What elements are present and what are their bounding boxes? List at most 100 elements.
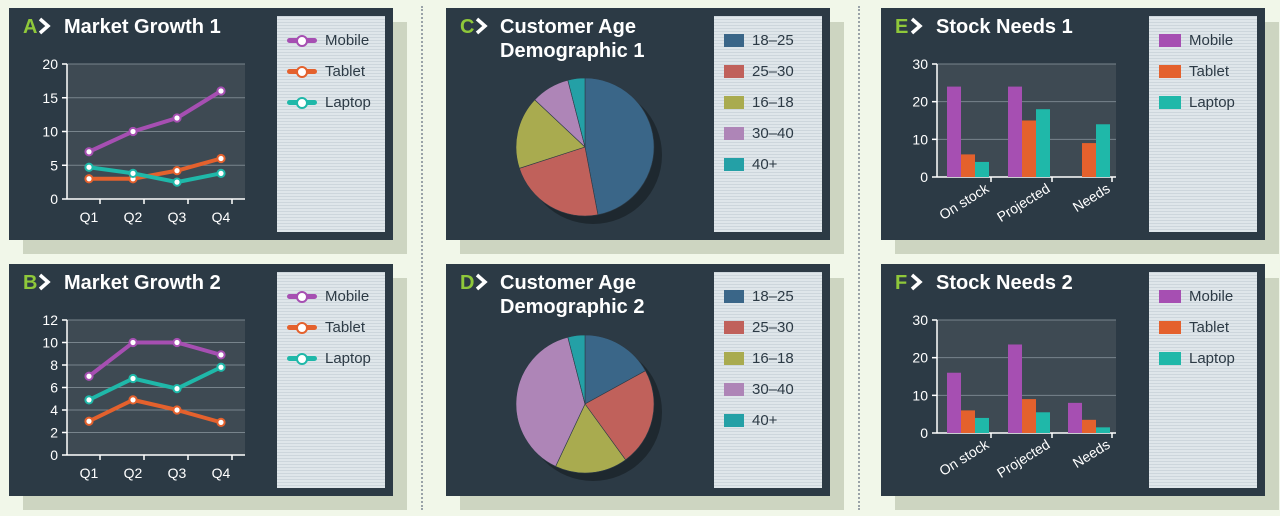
pie-slice-1 — [584, 334, 646, 405]
chevron-right-icon — [475, 273, 488, 291]
pie-slice-5 — [567, 334, 586, 405]
y-tick-label: 30 — [912, 312, 928, 328]
x-tick-label: Q3 — [168, 209, 187, 225]
data-point-laptop — [128, 373, 138, 384]
panel-letter: B — [23, 272, 37, 294]
legend-label: Laptop — [325, 349, 371, 367]
chart-svg: E Stock Needs 1 0 10 20 30 On stock Projected Ne… — [895, 16, 1116, 225]
legend-item: Laptop — [1159, 348, 1235, 368]
series-line-laptop — [88, 165, 222, 185]
legend-swatch — [724, 289, 744, 303]
legend-item: 40+ — [724, 410, 777, 430]
bar-laptop — [1036, 109, 1050, 177]
panel-letter: C — [460, 16, 474, 38]
x-tick-label: On stock — [936, 179, 992, 222]
panel-letter: F — [895, 272, 907, 294]
y-tick-label: 8 — [50, 357, 58, 373]
legend-swatch — [1159, 351, 1181, 365]
legend: Mobile Tablet Laptop — [1149, 16, 1257, 232]
y-tick-label: 10 — [912, 387, 928, 403]
legend-label: Laptop — [1189, 349, 1235, 367]
data-point-mobile — [216, 86, 226, 96]
x-tick-label: Q3 — [168, 465, 187, 481]
legend-label: 30–40 — [752, 380, 794, 398]
legend-item: Laptop — [287, 92, 371, 112]
x-tick-label: Q2 — [124, 209, 143, 225]
data-point-tablet — [216, 417, 226, 427]
legend-label: 30–40 — [752, 124, 794, 142]
legend-item: Mobile — [1159, 286, 1233, 306]
legend-swatch — [1159, 64, 1181, 78]
legend-label: Tablet — [1189, 318, 1230, 336]
bar-mobile — [1068, 402, 1082, 433]
y-tick-label: 10 — [42, 335, 58, 351]
x-tick-label: Needs — [1070, 436, 1113, 471]
series-line-mobile — [87, 340, 222, 378]
data-point-laptop — [84, 162, 94, 172]
chart-panel-f: F Stock Needs 2 0 10 20 30 On stock Projected Ne… — [881, 264, 1279, 510]
x-tick-label: Q4 — [212, 209, 231, 225]
data-point-mobile — [128, 126, 138, 137]
bar-tablet — [1082, 143, 1096, 177]
x-tick-label: Q1 — [80, 209, 99, 225]
chart-panel-d: D Customer Age Demographic 2 18–25 25–30 16–1… — [446, 264, 844, 510]
divider-right — [858, 6, 860, 510]
legend-item: 25–30 — [724, 61, 794, 81]
panel-letter: D — [460, 272, 474, 294]
x-tick-label: On stock — [936, 435, 992, 478]
bar-tablet — [1022, 399, 1036, 433]
legend-label: Tablet — [325, 62, 366, 80]
pie-slice-4 — [515, 336, 586, 467]
legend-item: 16–18 — [724, 92, 794, 112]
chart-panel-e: E Stock Needs 1 0 10 20 30 On stock Projected Ne… — [881, 8, 1279, 254]
y-tick-label: 2 — [50, 425, 58, 441]
chart-panel-b: B Market Growth 2 0 2 4 6 8 10 12 Q1 Q2 Q3 Q4 Mobile T… — [9, 264, 407, 510]
legend-item: 18–25 — [724, 30, 794, 50]
panel-title: Market Growth 1 — [64, 16, 221, 38]
bar-laptop — [975, 417, 989, 433]
legend-swatch — [1159, 95, 1181, 109]
bar-tablet — [961, 154, 975, 177]
legend-item: Mobile — [1159, 30, 1233, 50]
legend-swatch — [724, 351, 744, 365]
legend-label: Tablet — [1189, 62, 1230, 80]
x-tick-label: Q4 — [212, 465, 231, 481]
legend-item: 40+ — [724, 154, 777, 174]
data-point-laptop — [216, 362, 226, 372]
series-line-mobile — [88, 89, 223, 154]
y-tick-label: 30 — [912, 56, 928, 72]
legend-label: Mobile — [325, 287, 370, 305]
data-point-mobile — [128, 337, 138, 348]
bar-mobile — [947, 372, 961, 433]
chevron-right-icon — [910, 17, 923, 35]
pie-slice-2 — [518, 146, 599, 217]
y-tick-label: 12 — [42, 312, 58, 328]
legend-item: Mobile — [287, 30, 369, 50]
legend-label: 25–30 — [752, 62, 794, 80]
bar-tablet — [1022, 120, 1036, 177]
series-line-tablet — [89, 156, 222, 181]
panel-letter: E — [895, 16, 908, 38]
y-tick-label: 0 — [920, 169, 928, 185]
legend-label: 40+ — [752, 155, 778, 173]
x-tick-label: Projected — [994, 180, 1053, 225]
legend-item: Tablet — [287, 317, 365, 337]
data-point-tablet — [172, 405, 182, 415]
bar-laptop — [1036, 412, 1050, 433]
pie-slice-1 — [584, 77, 655, 216]
data-point-laptop — [128, 168, 138, 178]
data-point-tablet — [84, 416, 94, 426]
panel-letter: A — [23, 16, 37, 38]
y-tick-label: 15 — [42, 90, 58, 106]
y-tick-label: 20 — [912, 94, 928, 110]
bar-mobile — [1008, 86, 1022, 177]
chevron-right-icon — [38, 17, 51, 35]
legend-item: 16–18 — [724, 348, 794, 368]
legend: Mobile Tablet Laptop — [1149, 272, 1257, 488]
panel-title: Demographic 1 — [500, 40, 644, 62]
legend-swatch — [724, 95, 744, 109]
bar-mobile — [1008, 344, 1022, 433]
legend: 18–25 25–30 16–18 30–40 40+ — [714, 272, 822, 488]
y-tick-label: 6 — [50, 380, 58, 396]
